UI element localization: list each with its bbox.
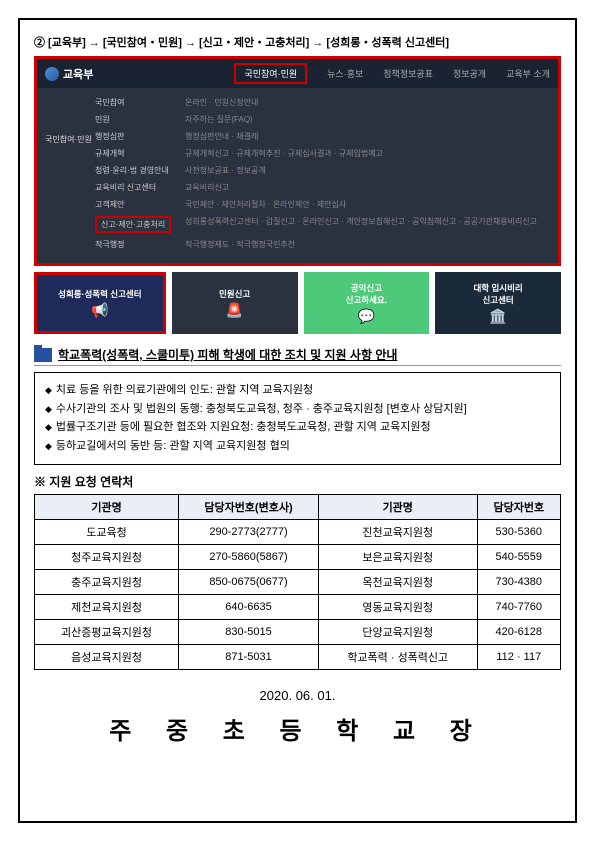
moe-menu-label[interactable]: 민원 xyxy=(95,114,185,125)
table-row: 괴산증평교육지원청830-5015단양교육지원청420-6128 xyxy=(35,619,561,644)
table-cell: 420-6128 xyxy=(477,619,560,644)
table-cell: 진천교육지원청 xyxy=(318,519,477,544)
table-cell: 청주교육지원청 xyxy=(35,544,179,569)
table-header: 담당자번호 xyxy=(477,494,560,519)
table-cell: 충주교육지원청 xyxy=(35,569,179,594)
table-cell: 871-5031 xyxy=(179,644,319,669)
moe-menu-label[interactable]: 청렴·윤리·법 경영안내 xyxy=(95,165,185,176)
moe-menu-label[interactable]: 국민참여 xyxy=(95,97,185,108)
table-cell: 112 · 117 xyxy=(477,644,560,669)
table-cell: 괴산증평교육지원청 xyxy=(35,619,179,644)
card-title: 대학 입시비리 신고센터 xyxy=(473,282,522,306)
moe-menu-items: 자주하는 질문(FAQ) xyxy=(185,114,253,125)
moe-screenshot: 교육부 국민참여·민원 뉴스·홍보 정책정보공표 정보공개 교육부 소개 국민참… xyxy=(34,56,561,266)
moe-logo: 교육부 xyxy=(45,66,93,82)
section-header: 학교폭력(성폭력, 스쿨미투) 피해 학생에 대한 조치 및 지원 사항 안내 xyxy=(34,346,561,366)
card-title: 공익신고 신고하세요. xyxy=(346,282,387,306)
moe-menu-highlighted[interactable]: 신고·제안·고충처리 xyxy=(95,216,171,233)
promo-cards-row: 성희롱·성폭력 신고센터 📢 민원신고 🚨 공익신고 신고하세요. 💬 대학 입… xyxy=(34,272,561,334)
table-cell: 540-5559 xyxy=(477,544,560,569)
table-row: 음성교육지원청871-5031학교폭력 · 성폭력신고112 · 117 xyxy=(35,644,561,669)
table-row: 도교육청290-2773(2777)진천교육지원청530-5360 xyxy=(35,519,561,544)
table-cell: 보은교육지원청 xyxy=(318,544,477,569)
card-admission-fraud[interactable]: 대학 입시비리 신고센터 🏛️ xyxy=(435,272,561,334)
table-row: 제천교육지원청640-6635영동교육지원청740-7760 xyxy=(35,594,561,619)
table-header: 담당자번호(변호사) xyxy=(179,494,319,519)
moe-menu-items: 성희롱성폭력신고센터 · 갑질신고 · 온라인신고 · 개인정보침해신고 · 공… xyxy=(185,216,537,227)
moe-nav-item[interactable]: 정보공개 xyxy=(453,67,486,80)
table-cell: 640-6635 xyxy=(179,594,319,619)
moe-menu-items: 사전정보공표 · 정보공개 xyxy=(185,165,266,176)
table-cell: 단양교육지원청 xyxy=(318,619,477,644)
table-cell: 290-2773(2777) xyxy=(179,519,319,544)
folder-icon xyxy=(34,348,52,362)
card-title: 성희롱·성폭력 신고센터 xyxy=(58,288,141,300)
table-cell: 270-5860(5867) xyxy=(179,544,319,569)
navigation-path: ② [교육부] → [국민참여・민원] → [신고・제안・고충처리] → [성희… xyxy=(34,34,561,50)
table-cell: 음성교육지원청 xyxy=(35,644,179,669)
table-header: 기관명 xyxy=(35,494,179,519)
moe-menu-category: 국민참여·민원 xyxy=(45,94,95,253)
moe-nav-item[interactable]: 교육부 소개 xyxy=(506,67,550,80)
table-cell: 830-5015 xyxy=(179,619,319,644)
bullet-item: ◆수사기관의 조사 및 법원의 동행: 충청북도교육청, 청주 · 충주교육지원… xyxy=(45,400,550,419)
moe-menu-items: 온라인 · 민원신청안내 xyxy=(185,97,258,108)
table-cell: 학교폭력 · 성폭력신고 xyxy=(318,644,477,669)
moe-nav-item[interactable]: 정책정보공표 xyxy=(383,67,433,80)
building-icon: 🏛️ xyxy=(489,308,506,325)
moe-menu-label[interactable]: 적극행정 xyxy=(95,239,185,250)
moe-menu-items: 적극행정제도 · 적극행정국민추천 xyxy=(185,239,295,250)
bullet-item: ◆등하교길에서의 동반 등: 관할 지역 교육지원청 협의 xyxy=(45,437,550,456)
moe-menu-label[interactable]: 규제개혁 xyxy=(95,148,185,159)
contact-list-label: ※ 지원 요청 연락처 xyxy=(34,473,561,490)
principal-signature: 주 중 초 등 학 교 장 xyxy=(34,711,561,746)
table-cell: 영동교육지원청 xyxy=(318,594,477,619)
moe-nav-highlighted[interactable]: 국민참여·민원 xyxy=(234,63,307,84)
card-public-interest[interactable]: 공익신고 신고하세요. 💬 xyxy=(304,272,430,334)
table-cell: 옥천교육지원청 xyxy=(318,569,477,594)
bullet-item: ◆법률구조기관 등에 필요한 협조와 지원요청: 충청북도교육청, 관할 지역 … xyxy=(45,418,550,437)
table-header: 기관명 xyxy=(318,494,477,519)
table-row: 충주교육지원청850-0675(0677)옥천교육지원청730-4380 xyxy=(35,569,561,594)
moe-menu-items: 교육비리신고 xyxy=(185,182,229,193)
chat-icon: 💬 xyxy=(358,308,375,325)
moe-top-header: 교육부 국민참여·민원 뉴스·홍보 정책정보공표 정보공개 교육부 소개 xyxy=(37,59,558,88)
report-icon: 🚨 xyxy=(226,302,243,319)
moe-dropdown-menu: 국민참여·민원 국민참여온라인 · 민원신청안내민원자주하는 질문(FAQ)행정… xyxy=(37,88,558,263)
section-title: 학교폭력(성폭력, 스쿨미투) 피해 학생에 대한 조치 및 지원 사항 안내 xyxy=(58,346,397,363)
table-cell: 도교육청 xyxy=(35,519,179,544)
card-title: 민원신고 xyxy=(219,288,250,300)
card-complaint[interactable]: 민원신고 🚨 xyxy=(172,272,298,334)
document-date: 2020. 06. 01. xyxy=(34,688,561,703)
support-measures-box: ◆치료 등을 위한 의료기관에의 인도: 관할 지역 교육지원청◆수사기관의 조… xyxy=(34,372,561,465)
moe-menu-label[interactable]: 교육비리 신고센터 xyxy=(95,182,185,193)
bullet-item: ◆치료 등을 위한 의료기관에의 인도: 관할 지역 교육지원청 xyxy=(45,381,550,400)
table-cell: 제천교육지원청 xyxy=(35,594,179,619)
card-report-center[interactable]: 성희롱·성폭력 신고센터 📢 xyxy=(34,272,166,334)
moe-logo-text: 교육부 xyxy=(63,66,93,82)
table-cell: 850-0675(0677) xyxy=(179,569,319,594)
moe-menu-label[interactable]: 행정심판 xyxy=(95,131,185,142)
moe-nav-item[interactable]: 뉴스·홍보 xyxy=(327,67,363,80)
table-cell: 530-5360 xyxy=(477,519,560,544)
moe-menu-items: 국민제안 · 제안처리절차 · 온라인제안 · 제안심사 xyxy=(185,199,346,210)
moe-menu-items: 규제개혁신고 · 규제개혁추진 · 규제심사결과 · 규제입법예고 xyxy=(185,148,383,159)
moe-logo-icon xyxy=(45,67,59,81)
table-cell: 730-4380 xyxy=(477,569,560,594)
moe-menu-label[interactable]: 고객제안 xyxy=(95,199,185,210)
moe-menu-items: 행정심판안내 · 재결례 xyxy=(185,131,258,142)
table-row: 청주교육지원청270-5860(5867)보은교육지원청540-5559 xyxy=(35,544,561,569)
contact-table: 기관명담당자번호(변호사)기관명담당자번호 도교육청290-2773(2777)… xyxy=(34,494,561,670)
table-cell: 740-7760 xyxy=(477,594,560,619)
megaphone-icon: 📢 xyxy=(91,302,108,319)
